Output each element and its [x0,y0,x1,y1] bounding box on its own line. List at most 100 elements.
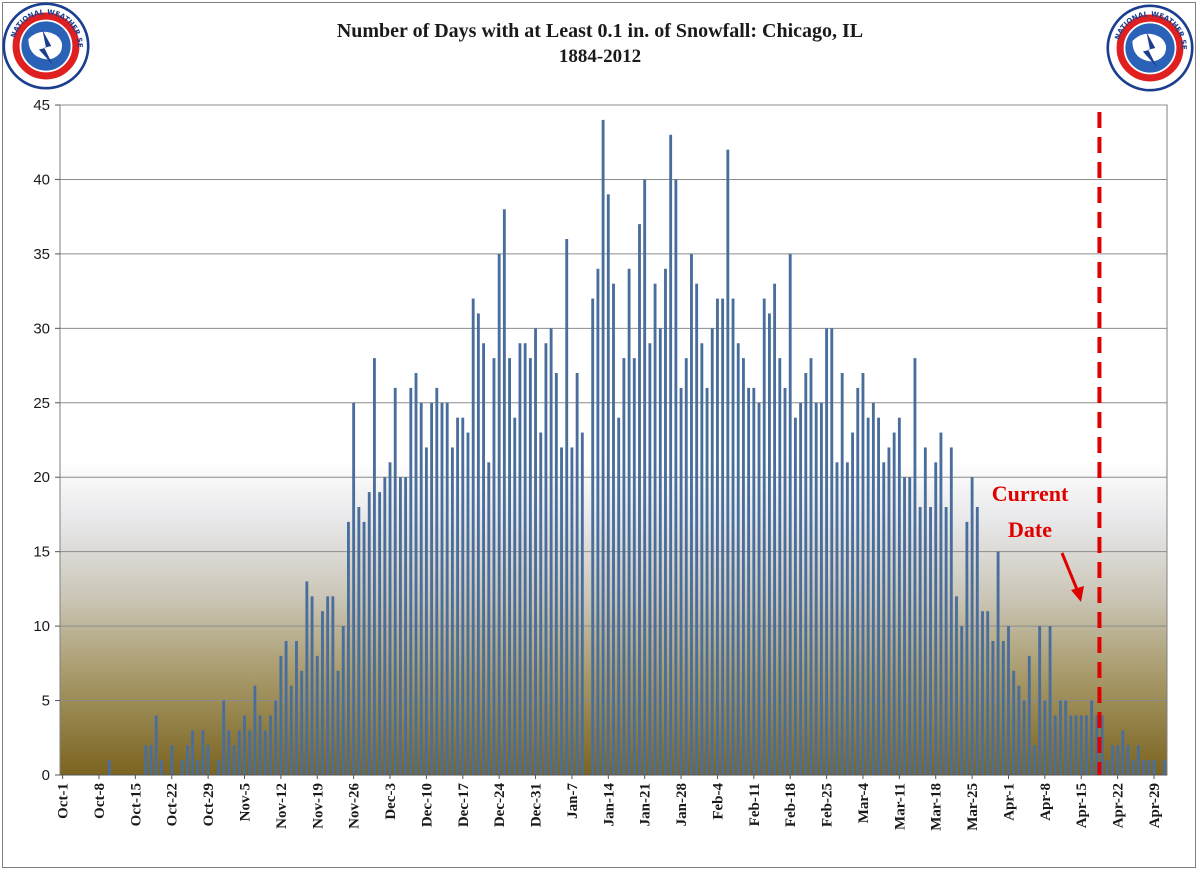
bar [799,402,803,775]
bar [424,447,428,775]
bar [700,343,704,775]
chart-title: Number of Days with at Least 0.1 in. of … [336,20,864,42]
x-tick-label: Oct-29 [201,783,217,826]
x-tick-label: Mar-11 [892,783,908,830]
x-tick-label: Oct-1 [56,783,72,819]
y-tick-label: 45 [33,97,50,114]
bar [357,507,361,775]
bar [482,343,485,775]
bar [918,507,922,775]
bar [726,149,730,776]
x-tick-label: Oct-22 [165,783,181,826]
bar [341,626,345,775]
bar [528,358,532,775]
bar [840,373,844,775]
bar [513,417,517,775]
y-tick-label: 5 [42,693,50,710]
nws-logo-left: NATIONAL WEATHER SERVICE [2,2,90,90]
x-tick-label: Apr-15 [1074,783,1090,828]
bar [154,715,158,775]
bar [903,477,906,775]
bar [804,373,808,775]
bar [300,670,304,775]
bar [206,745,210,775]
bar [944,507,948,775]
bar [1085,715,1088,775]
bar [362,521,366,775]
bar [1059,700,1062,775]
bar [492,358,496,775]
bar [217,760,220,775]
bar [1136,745,1140,775]
bar [1152,760,1156,775]
bar [742,358,745,775]
bar [539,432,543,775]
bar [398,477,402,775]
bar [393,387,397,775]
bar [560,447,563,775]
bar [149,745,153,775]
bar [367,492,371,775]
x-tick-label: Jan-28 [674,783,690,826]
bar [934,462,938,775]
x-tick-label: Mar-25 [965,783,981,831]
bar [435,387,439,775]
x-tick-label: Jan-21 [638,783,654,826]
bar [497,253,501,775]
bar [674,179,678,775]
x-tick-label: Apr-29 [1147,783,1163,828]
bar [274,700,278,775]
bar [721,298,725,775]
bar [643,179,647,775]
bar [258,715,262,775]
bar [705,387,709,775]
bar [622,358,626,775]
bar [554,373,558,775]
y-tick-label: 40 [33,171,50,188]
bar [549,328,553,775]
bar [731,298,735,775]
bar [1142,760,1146,775]
bar [1022,700,1026,775]
bar [658,328,662,775]
bar [352,402,356,775]
bar [825,328,829,775]
y-tick-label: 30 [33,320,50,337]
bar [835,462,839,775]
y-tick-label: 25 [33,395,50,412]
bar [892,432,896,775]
bar [1038,626,1042,775]
bar [866,417,870,775]
y-tick-label: 15 [33,544,50,561]
bar [1064,700,1068,775]
bar [877,417,880,775]
x-tick-label: Jan-7 [565,783,581,819]
bar [845,462,849,775]
bar [669,134,673,775]
bar [284,641,288,775]
bar [450,447,454,775]
bar [757,402,761,775]
bar [232,745,236,775]
bar [778,358,782,775]
bar [580,432,584,775]
bar [788,253,792,775]
bar [1121,730,1125,775]
bar [830,328,834,775]
x-tick-label: Feb-4 [710,783,726,820]
bar [664,268,667,775]
bar [1048,626,1052,775]
bar [471,298,475,775]
bar [897,417,901,775]
bar [502,209,506,776]
bar [986,611,990,775]
x-tick-label: Dec-3 [383,783,399,820]
bar [315,655,319,775]
bar [591,298,595,775]
bar [440,402,444,775]
bar [996,551,1000,775]
bar [331,596,335,775]
x-axis-ticks: Oct-1 Oct-8 Oct-15 Oct-22 Oct-29 Nov-5 Nov-12 N… [56,775,1163,831]
bar [1105,760,1109,775]
bars [107,119,1166,776]
